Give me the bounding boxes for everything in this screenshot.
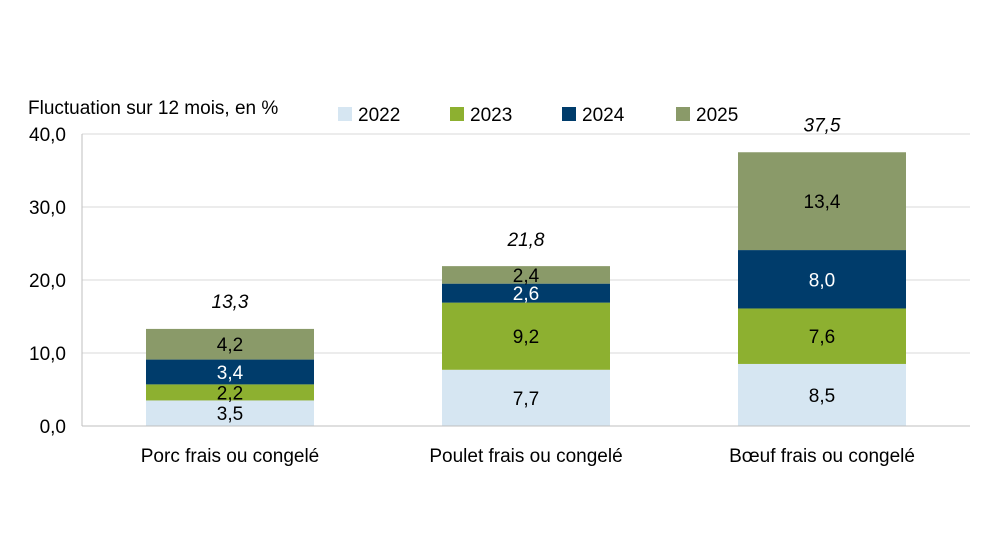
y-axis-ticks: 0,0 10,0 20,0 30,0 40,0	[29, 125, 66, 438]
data-label: 8,5	[809, 386, 835, 407]
legend-swatch	[562, 107, 576, 121]
legend-label: 2023	[470, 105, 512, 126]
bar-segment	[146, 400, 314, 426]
data-label: 13,4	[804, 192, 841, 213]
total-label: 13,3	[212, 292, 249, 313]
bar-segment	[442, 302, 610, 370]
category-label: Porc frais ou congelé	[141, 446, 320, 467]
y-tick-label: 0,0	[40, 417, 66, 438]
bar-segment	[442, 266, 610, 284]
bar-segment	[738, 152, 906, 251]
total-label: 37,5	[804, 115, 841, 136]
total-label: 21,8	[507, 230, 545, 251]
data-label: 2,2	[217, 383, 243, 404]
bar-segment	[738, 363, 906, 426]
data-label: 7,7	[513, 389, 539, 410]
data-label: 3,5	[217, 404, 243, 425]
bar-segment	[442, 283, 610, 303]
y-tick-label: 30,0	[29, 198, 66, 219]
data-label: 7,6	[809, 327, 835, 348]
legend-swatch	[450, 107, 464, 121]
bar-segment	[442, 369, 610, 426]
data-label: 3,4	[217, 363, 244, 384]
x-axis-categories: Porc frais ou congelé Poulet frais ou con…	[141, 446, 915, 467]
data-label: 9,2	[513, 327, 539, 348]
legend-swatch	[338, 107, 352, 121]
bars: 3,52,23,4 4,2 13,3 7,7 9,2 2,62,4 21,8 8,5 7,6 8,…	[146, 115, 906, 426]
legend-swatch	[676, 107, 690, 121]
y-tick-label: 40,0	[29, 125, 66, 146]
data-label: 4,2	[217, 335, 243, 356]
y-tick-label: 10,0	[29, 344, 66, 365]
category-label: Bœuf frais ou congelé	[729, 446, 915, 467]
data-label: 2,4	[513, 266, 540, 287]
category-label: Poulet frais ou congelé	[429, 446, 622, 467]
bar-segment	[146, 328, 314, 360]
legend-label: 2025	[696, 105, 738, 126]
y-tick-label: 20,0	[29, 271, 66, 292]
bar-segment	[738, 250, 906, 309]
legend-label: 2024	[582, 105, 625, 126]
legend-label: 2022	[358, 105, 400, 126]
bar-segment	[146, 359, 314, 385]
data-label: 8,0	[809, 270, 835, 291]
legend: 2022 2023 2024 2025	[338, 105, 738, 126]
y-axis-label: Fluctuation sur 12 mois, en %	[28, 98, 278, 119]
bar-segment	[738, 308, 906, 364]
bar-segment	[146, 384, 314, 401]
data-label: 2,6	[513, 284, 539, 305]
